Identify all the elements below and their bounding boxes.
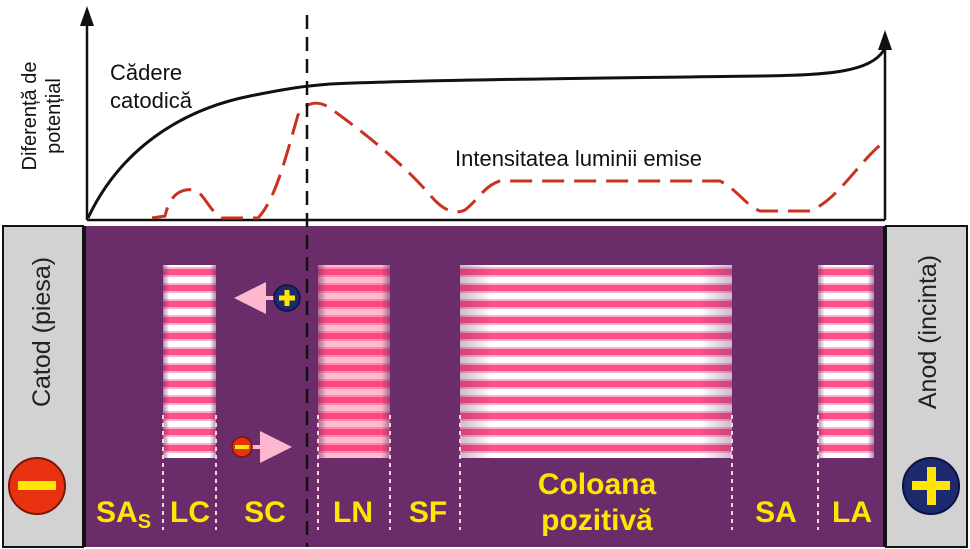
light-curve-label: Intensitatea luminii emise (455, 146, 702, 171)
zone-label-positive-column-line1: Coloana (538, 468, 657, 501)
positive-ion-icon (234, 282, 301, 314)
anode-sign-icon (902, 457, 960, 515)
y-axis-label: Diferență de potențial (19, 62, 65, 171)
electron-icon (231, 431, 292, 463)
y-axis-arrow-icon (80, 6, 94, 26)
potential-curve-label-line2: catodică (110, 88, 193, 113)
zone-label-ln: LN (333, 496, 373, 529)
zone-label-sa: SA (755, 496, 797, 529)
zone-label-la: LA (832, 496, 872, 529)
plot-axes (85, 18, 887, 222)
anode-label: Anod (incinta) (914, 255, 942, 409)
potential-curve (86, 49, 886, 219)
cathode-sign-icon (8, 457, 66, 515)
light-intensity-curve (151, 101, 885, 220)
glow-band-positive-column (460, 265, 732, 458)
zone-label-lc: LC (170, 496, 210, 529)
y-axis-label-line1: Diferență de (19, 62, 41, 171)
zone-label-sc: SC (244, 496, 286, 529)
right-axis-arrow-icon (878, 30, 892, 50)
glow-band-ln (318, 265, 390, 458)
zone-label-sf: SF (409, 496, 447, 529)
zone-dividers (162, 415, 819, 530)
zone-label-sas: SAS (96, 496, 151, 533)
glow-band-la (818, 265, 874, 458)
zone-label-positive-column-line2: pozitivă (541, 504, 653, 537)
potential-curve-label-line1: Cădere (110, 60, 182, 85)
cathode-label: Catod (piesa) (28, 257, 56, 407)
glow-band-lc (163, 265, 216, 458)
y-axis-label-line2: potențial (43, 78, 65, 154)
